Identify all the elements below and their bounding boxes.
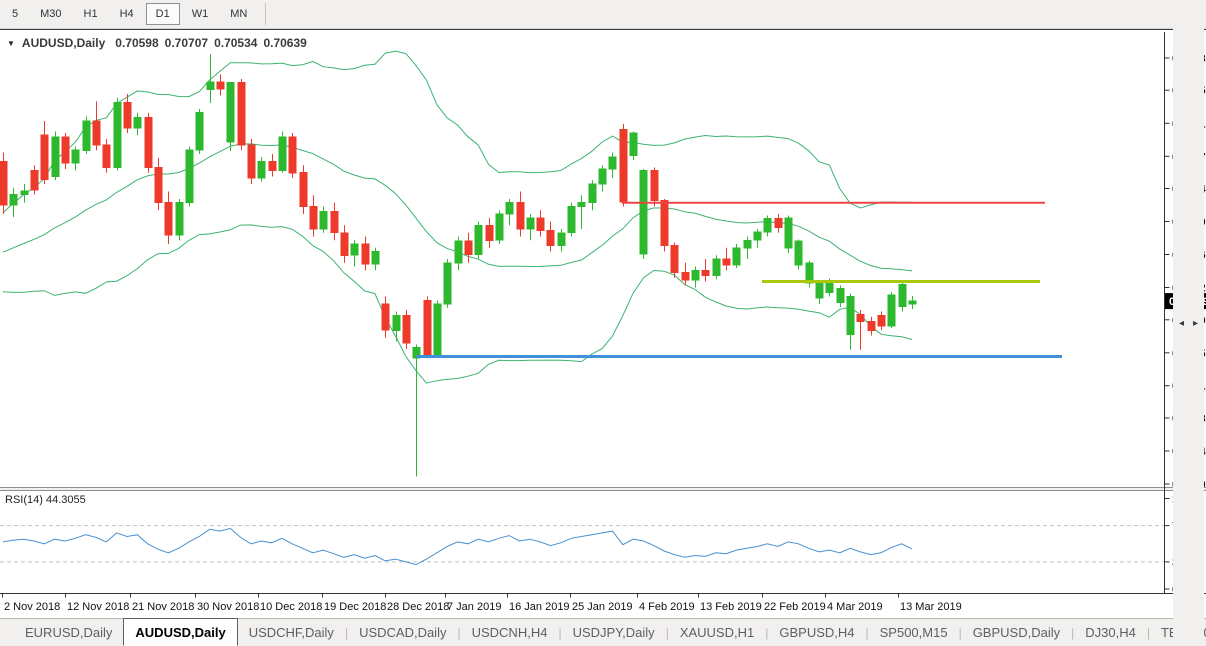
tab-gbpusd-h4[interactable]: GBPUSD,H4	[779, 625, 855, 640]
toolbar-separator	[265, 3, 267, 25]
symbol-dropdown-icon[interactable]: ▼	[7, 38, 15, 48]
svg-text:7 Jan 2019: 7 Jan 2019	[447, 601, 501, 613]
tab-separator: |	[865, 625, 869, 640]
ohlc-high: 0.70707	[164, 36, 209, 50]
chart-tabbar: EURUSD,Daily AUDUSD,Daily USDCHF,Daily | USD…	[0, 618, 1206, 646]
tab-usdcad-daily[interactable]: USDCAD,Daily	[359, 625, 447, 640]
ohlc-close: 0.70639	[263, 36, 307, 50]
timeframe-button-h1[interactable]: H1	[83, 8, 98, 20]
svg-text:2 Nov 2018: 2 Nov 2018	[4, 601, 60, 613]
tab-separator: |	[344, 625, 349, 640]
tab-separator: |	[765, 625, 769, 640]
timeframe-button-5[interactable]: 5	[12, 8, 19, 20]
tab-separator: |	[958, 625, 962, 640]
timeframe-button-mn[interactable]: MN	[230, 8, 248, 20]
price-axis: 0.738800.734500.730100.725700.721400.717…	[0, 32, 1206, 596]
tab-usdchf-daily[interactable]: USDCHF,Daily	[248, 625, 334, 640]
tab-scroll-buttons: ◂ ▸	[1172, 0, 1204, 646]
tab-dj30-h4[interactable]: DJ30,H4	[1085, 625, 1136, 640]
tab-xauusd-h1[interactable]: XAUUSD,H1	[679, 625, 755, 640]
tab-separator: |	[558, 625, 562, 640]
date-axis: 2 Nov 2018 12 Nov 2018 21 Nov 2018 30 Nov 2…	[2, 593, 962, 613]
svg-text:4 Feb 2019: 4 Feb 2019	[639, 601, 695, 613]
tab-separator: |	[665, 625, 669, 640]
svg-text:10 Dec 2018: 10 Dec 2018	[260, 601, 322, 613]
ohlc-low: 0.70534	[214, 36, 258, 50]
svg-text:12 Nov 2018: 12 Nov 2018	[67, 601, 129, 613]
horizontal-lines[interactable]	[416, 201, 1062, 358]
candles-layer	[0, 54, 917, 477]
timeframe-button-w1[interactable]: W1	[191, 8, 209, 20]
tab-usdcnh-h4[interactable]: USDCNH,H4	[471, 625, 548, 640]
tab-usdjpy-daily[interactable]: USDJPY,Daily	[572, 625, 655, 640]
svg-text:13 Mar 2019: 13 Mar 2019	[900, 601, 962, 613]
chart-window: ▼ AUDUSD,Daily 0.70598 0.70707 0.70534 0…	[0, 29, 1206, 619]
chart-canvas[interactable]: 0.738800.734500.730100.725700.721400.717…	[0, 30, 1206, 619]
tab-gbpusd-daily[interactable]: GBPUSD,Daily	[972, 625, 1061, 640]
rsi-pane	[0, 525, 1165, 566]
svg-text:4 Mar 2019: 4 Mar 2019	[827, 601, 883, 613]
svg-text:13 Feb 2019: 13 Feb 2019	[700, 601, 762, 613]
timeframe-toolbar: 5 M30 H1 H4 D1 W1 MN	[0, 0, 1206, 29]
tab-separator: |	[457, 625, 461, 640]
timeframe-button-m30[interactable]: M30	[40, 8, 62, 20]
tab-scroll-right-icon[interactable]: ▸	[1192, 317, 1198, 329]
tab-eurusd-daily[interactable]: EURUSD,Daily	[25, 625, 113, 640]
pane-splitter[interactable]	[0, 487, 1206, 491]
svg-text:21 Nov 2018: 21 Nov 2018	[132, 601, 194, 613]
timeframe-button-h4[interactable]: H4	[119, 8, 134, 20]
bollinger-bands	[2, 50, 913, 384]
svg-text:19 Dec 2018: 19 Dec 2018	[324, 601, 386, 613]
svg-text:30 Nov 2018: 30 Nov 2018	[197, 601, 259, 613]
chart-title: ▼ AUDUSD,Daily 0.70598 0.70707 0.70534 0…	[7, 36, 313, 50]
tab-separator: |	[1146, 625, 1150, 640]
svg-text:28 Dec 2018: 28 Dec 2018	[387, 601, 449, 613]
svg-text:25 Jan 2019: 25 Jan 2019	[572, 601, 633, 613]
svg-text:16 Jan 2019: 16 Jan 2019	[509, 601, 570, 613]
rsi-indicator-label: RSI(14) 44.3055	[5, 494, 86, 506]
timeframe-button-d1[interactable]: D1	[145, 3, 180, 25]
chart-symbol-label: AUDUSD,Daily	[21, 36, 106, 50]
svg-text:22 Feb 2019: 22 Feb 2019	[764, 601, 826, 613]
ohlc-open: 0.70598	[115, 36, 159, 50]
tab-scroll-left-icon[interactable]: ◂	[1178, 317, 1184, 329]
tab-audusd-daily[interactable]: AUDUSD,Daily	[123, 618, 238, 646]
tab-sp500-m15[interactable]: SP500,M15	[879, 625, 948, 640]
tab-separator: |	[1071, 625, 1075, 640]
rsi-line	[2, 527, 913, 566]
